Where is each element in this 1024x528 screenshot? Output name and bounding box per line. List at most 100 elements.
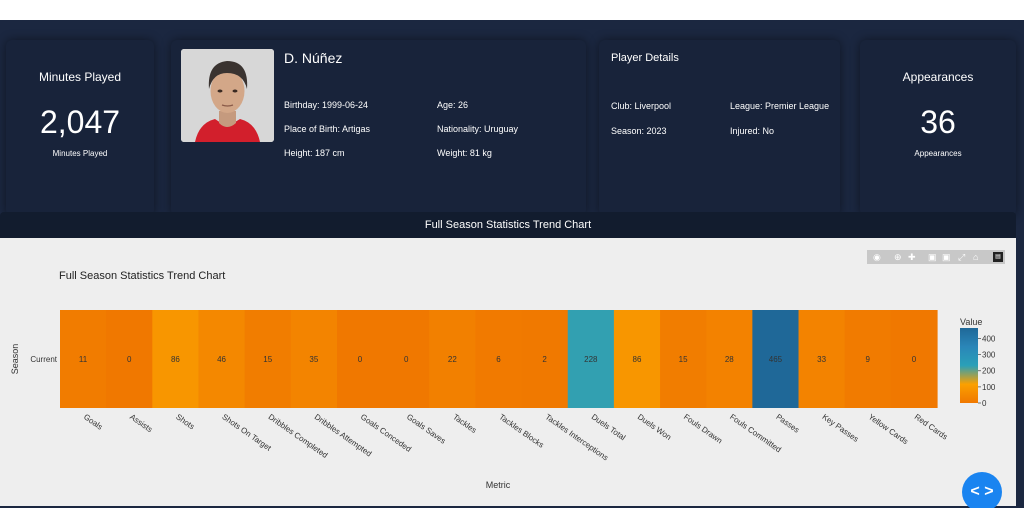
player-injured: Injured: No <box>730 126 775 136</box>
player-birthday: Birthday: 1999-06-24 <box>284 100 369 110</box>
chart-area: ◉ ⊕ ✚ ▣ ▣ ⤢ ⌂ ▤ Full Season Statistics T… <box>0 238 1016 506</box>
player-height: Height: 187 cm <box>284 148 345 158</box>
pan-icon[interactable]: ✚ <box>908 252 916 262</box>
heatmap-cell <box>290 310 338 408</box>
heatmap-cell <box>706 310 753 408</box>
cell-value-label: 0 <box>912 355 917 364</box>
x-tick-label: Key Passes <box>820 412 860 444</box>
appearances-value: 36 <box>920 104 956 140</box>
heatmap-cell <box>844 310 892 408</box>
player-club: Club: Liverpool <box>611 101 672 111</box>
minutes-played-subtitle: Minutes Played <box>52 149 108 158</box>
code-brackets-icon: < > <box>970 483 994 500</box>
y-axis-title: Season <box>10 344 20 375</box>
zoom-out-icon[interactable]: ▣ <box>942 252 951 262</box>
player-weight: Weight: 81 kg <box>437 148 492 158</box>
x-tick-label: Tackles <box>451 412 478 435</box>
bottom-strip <box>0 508 1024 528</box>
player-profile-card: D. Núñez Birthday: 1999-06-24 Age: 26 Pl… <box>171 40 586 216</box>
player-details-card: Player Details Club: Liverpool League: P… <box>599 40 840 216</box>
heatmap-cell <box>660 310 707 408</box>
heatmap-cell <box>613 310 661 408</box>
heatmap-cell <box>383 310 430 408</box>
chart-title: Full Season Statistics Trend Chart <box>59 270 225 282</box>
cell-value-label: 6 <box>496 355 501 364</box>
heatmap-cell <box>106 310 153 408</box>
heatmap-cell <box>890 310 938 408</box>
x-tick-label: Red Cards <box>913 412 949 441</box>
code-toggle-button[interactable]: < > <box>962 472 1002 512</box>
appearances-title: Appearances <box>902 70 974 84</box>
colorbar-tick-label: 300 <box>982 351 996 360</box>
reset-axes-icon[interactable]: ⌂ <box>973 252 979 262</box>
autoscale-icon[interactable]: ⤢ <box>958 252 966 262</box>
x-tick-label: Goals <box>82 412 104 431</box>
heatmap-cell <box>521 310 569 408</box>
minutes-played-title: Minutes Played <box>38 70 122 84</box>
cell-value-label: 9 <box>866 355 871 364</box>
cell-value-label: 0 <box>404 355 409 364</box>
heatmap-cell <box>60 310 107 408</box>
x-axis-title: Metric <box>486 480 511 490</box>
heatmap-cell <box>429 310 477 408</box>
zoom-in-icon[interactable]: ▣ <box>928 252 937 262</box>
colorbar-tick-label: 400 <box>982 334 996 343</box>
colorbar-tick-label: 100 <box>982 383 996 392</box>
plotly-logo-icon[interactable]: ▤ <box>993 252 1003 262</box>
heatmap-cell <box>567 310 615 408</box>
cell-value-label: 22 <box>448 355 457 364</box>
colorbar-title: Value <box>960 317 982 327</box>
chart-section-header: Full Season Statistics Trend Chart <box>0 212 1016 238</box>
heatmap-cell <box>475 310 523 408</box>
x-tick-label: Goals Saves <box>405 412 447 445</box>
player-details-title: Player Details <box>611 52 679 64</box>
x-tick-label: Duels Total <box>590 412 628 442</box>
cell-value-label: 86 <box>171 355 180 364</box>
y-tick-label: Current <box>30 355 57 364</box>
cell-value-label: 465 <box>769 355 783 364</box>
x-tick-label: Yellow Cards <box>867 412 910 446</box>
appearances-subtitle: Appearances <box>914 149 962 158</box>
heatmap-cell <box>198 310 246 408</box>
colorbar-tick-label: 0 <box>982 399 987 408</box>
cell-value-label: 15 <box>263 355 272 364</box>
cell-value-label: 86 <box>633 355 642 364</box>
x-tick-label: Fouls Drawn <box>682 412 724 445</box>
heatmap-cell <box>798 310 846 408</box>
cell-value-label: 35 <box>309 355 318 364</box>
player-portrait-icon <box>181 49 274 142</box>
cell-value-label: 33 <box>817 355 826 364</box>
cell-value-label: 0 <box>127 355 132 364</box>
cell-value-label: 0 <box>358 355 363 364</box>
player-photo <box>181 49 274 142</box>
cell-value-label: 11 <box>79 355 88 364</box>
x-tick-label: Passes <box>774 412 801 434</box>
x-tick-label: Shots On Target <box>220 412 273 453</box>
heatmap-cell <box>152 310 200 408</box>
minutes-played-card: Minutes Played 2,047 Minutes Played <box>6 40 154 216</box>
player-nationality: Nationality: Uruguay <box>437 124 519 134</box>
colorbar-tick-label: 200 <box>982 367 996 376</box>
colorbar <box>960 328 978 403</box>
x-tick-label: Assists <box>128 412 154 434</box>
player-place-of-birth: Place of Birth: Artigas <box>284 124 371 134</box>
x-tick-label: Shots <box>174 412 196 431</box>
cell-value-label: 46 <box>217 355 226 364</box>
top-strip <box>0 0 1024 20</box>
cell-value-label: 228 <box>584 355 598 364</box>
heatmap-chart: Full Season Statistics Trend Chart 11 Goal… <box>10 270 996 490</box>
cell-value-label: 2 <box>542 355 547 364</box>
heatmap-cell <box>336 310 384 408</box>
cell-value-label: 28 <box>725 355 734 364</box>
minutes-played-value: 2,047 <box>39 104 121 140</box>
player-league: League: Premier League <box>730 101 830 111</box>
heatmap-cell <box>752 310 800 408</box>
cell-value-label: 15 <box>679 355 688 364</box>
x-tick-label: Tackles Blocks <box>497 412 545 449</box>
chart-modebar: ◉ ⊕ ✚ ▣ ▣ ⤢ ⌂ ▤ <box>867 250 1005 264</box>
heatmap-cell <box>244 310 292 408</box>
player-name: D. Núñez <box>284 50 343 66</box>
player-season: Season: 2023 <box>611 126 667 136</box>
camera-icon[interactable]: ◉ <box>873 252 881 262</box>
zoom-icon[interactable]: ⊕ <box>894 252 902 262</box>
